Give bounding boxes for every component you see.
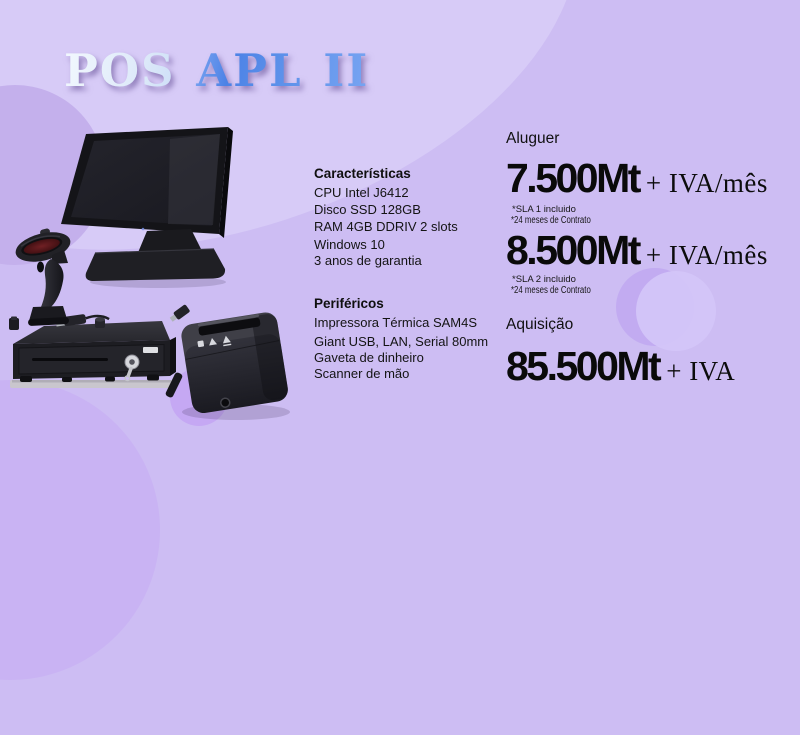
spec-item-drawer: Gaveta de dinheiro <box>314 350 424 365</box>
printer-indicator-icons <box>197 335 232 348</box>
spec-item-os: Windows 10 <box>314 237 385 252</box>
rental-offer-2-suffix: + IVA/mês <box>645 240 768 270</box>
peripherals-heading: Periféricos <box>314 296 384 311</box>
purchase-price-row: 85.500Mt + IVA <box>506 346 735 387</box>
spec-item-scanner: Scanner de mão <box>314 366 410 381</box>
cable-connector <box>169 304 190 322</box>
power-cable <box>165 372 183 398</box>
rental-offer-1-price: 7.500Mt <box>506 155 641 201</box>
rental-offer-2-price: 8.500Mt <box>506 227 641 273</box>
spec-item-ram: RAM 4GB DDRIV 2 slots <box>314 219 458 234</box>
rental-label: Aluguer <box>506 130 560 147</box>
spec-item-disk: Disco SSD 128GB <box>314 202 421 217</box>
cash-drawer-image <box>10 314 176 388</box>
spec-item-cpu: CPU Intel J6412 <box>314 185 409 200</box>
rental-offer-2-price-row: 8.500Mt + IVA/mês <box>506 230 768 271</box>
product-collage <box>9 127 290 426</box>
peripherals-section: Periféricos Impressora Térmica SAM4S Gia… <box>314 296 504 382</box>
barcode-scanner-image <box>15 228 71 326</box>
rental-offer-2-note-sla: *SLA 2 incluido <box>512 274 576 285</box>
rental-offer-1-note-contract: *24 meses de Contrato <box>511 215 591 226</box>
purchase-price: 85.500Mt <box>506 343 662 389</box>
spec-item-printer: Impressora Térmica SAM4S <box>314 315 478 330</box>
characteristics-heading: Características <box>314 166 411 181</box>
purchase-suffix: + IVA <box>666 356 736 386</box>
characteristics-section: Características CPU Intel J6412 Disco SS… <box>314 166 504 269</box>
spec-item-ports: Giant USB, LAN, Serial 80mm <box>314 334 489 349</box>
purchase-label: Aquisição <box>506 316 574 333</box>
decor-circle-light <box>636 271 716 351</box>
rental-offer-2-note-contract: *24 meses de Contrato <box>511 285 591 296</box>
page-title: POS APL II <box>64 44 370 97</box>
rental-offer-1-price-row: 7.500Mt + IVA/mês <box>506 158 768 199</box>
rental-offer-1-note-sla: *SLA 1 incluido <box>512 204 576 215</box>
usb-dongle-image <box>9 316 19 330</box>
spec-item-warranty: 3 anos de garantia <box>314 253 422 268</box>
thermal-printer-image <box>181 312 288 414</box>
rental-offer-1-suffix: + IVA/mês <box>645 168 768 198</box>
pos-touch-terminal-image <box>61 127 233 288</box>
pricing-section: Aluguer 7.500Mt + IVA/mês *SLA 1 incluid… <box>506 128 800 428</box>
